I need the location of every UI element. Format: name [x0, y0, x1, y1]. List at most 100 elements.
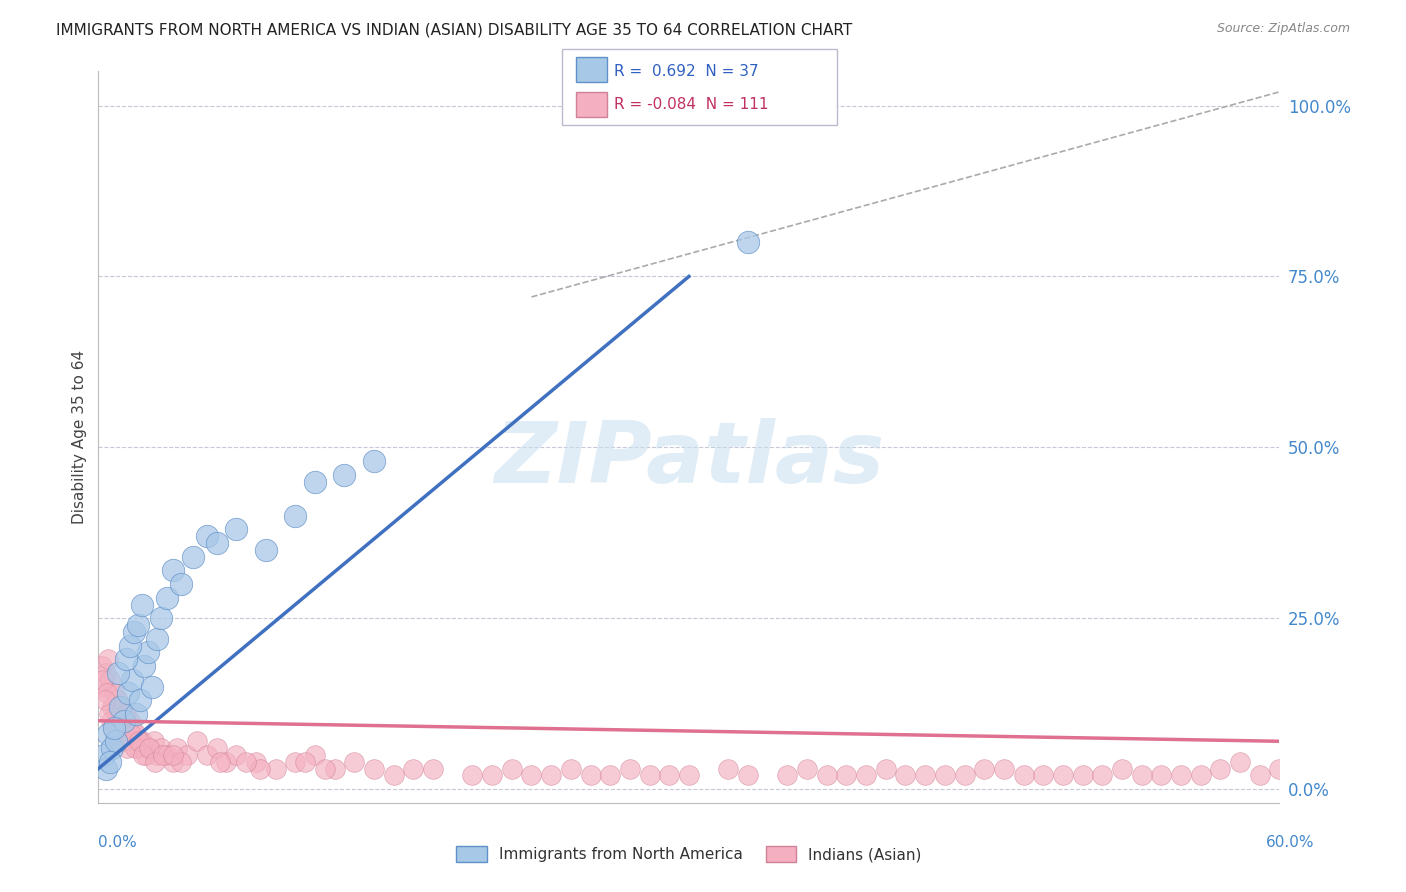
Point [131, 598, 153, 612]
Point [112, 721, 135, 735]
Point [737, 235, 759, 250]
Point [953, 768, 976, 782]
Point [103, 721, 125, 735]
Text: ZIPatlas: ZIPatlas [494, 417, 884, 500]
Point [97, 727, 120, 741]
Point [875, 762, 897, 776]
Point [105, 706, 128, 721]
Point [1150, 768, 1173, 782]
Point [1052, 768, 1074, 782]
Point [115, 741, 138, 756]
Point [501, 762, 523, 776]
Point [245, 755, 267, 769]
Point [120, 727, 142, 741]
Point [209, 755, 232, 769]
Point [138, 741, 160, 756]
Text: R = -0.084  N = 111: R = -0.084 N = 111 [614, 97, 769, 112]
Point [894, 768, 917, 782]
Point [284, 508, 307, 523]
Point [156, 591, 179, 605]
Point [264, 762, 287, 776]
Point [152, 747, 174, 762]
Point [1071, 768, 1094, 782]
Point [117, 686, 139, 700]
Point [93, 680, 115, 694]
Point [914, 768, 936, 782]
Point [143, 755, 166, 769]
Point [150, 741, 173, 756]
Point [249, 762, 271, 776]
Point [235, 755, 257, 769]
Point [1130, 768, 1153, 782]
Point [481, 768, 503, 782]
Point [111, 700, 134, 714]
Point [323, 762, 346, 776]
Point [215, 755, 238, 769]
Point [131, 734, 153, 748]
Point [815, 768, 838, 782]
Point [422, 762, 444, 776]
Point [101, 700, 124, 714]
Point [225, 747, 247, 762]
Point [98, 673, 121, 687]
Point [142, 734, 165, 748]
Point [150, 611, 173, 625]
Point [638, 768, 661, 782]
Point [103, 721, 125, 735]
Point [127, 741, 149, 756]
Point [108, 721, 131, 735]
Point [108, 714, 131, 728]
Point [520, 768, 543, 782]
Point [1189, 768, 1212, 782]
Point [304, 747, 326, 762]
Point [112, 734, 135, 748]
Point [205, 741, 228, 756]
Point [103, 686, 125, 700]
Point [1170, 768, 1192, 782]
Point [599, 768, 621, 782]
Point [314, 762, 336, 776]
Point [128, 693, 150, 707]
Point [146, 747, 169, 762]
Point [98, 706, 121, 721]
Point [156, 747, 179, 762]
Point [717, 762, 740, 776]
Point [170, 577, 193, 591]
Text: Source: ZipAtlas.com: Source: ZipAtlas.com [1216, 22, 1350, 36]
Point [105, 734, 128, 748]
Point [402, 762, 425, 776]
Point [181, 549, 204, 564]
Point [176, 747, 198, 762]
Point [115, 706, 138, 721]
Point [1091, 768, 1114, 782]
Text: IMMIGRANTS FROM NORTH AMERICA VS INDIAN (ASIAN) DISABILITY AGE 35 TO 64 CORRELAT: IMMIGRANTS FROM NORTH AMERICA VS INDIAN … [56, 22, 852, 37]
Point [461, 768, 484, 782]
Point [254, 542, 277, 557]
Point [1249, 768, 1271, 782]
Point [118, 714, 141, 728]
Point [122, 734, 145, 748]
Point [122, 624, 145, 639]
Point [104, 727, 127, 741]
Point [100, 714, 122, 728]
Legend: Immigrants from North America, Indians (Asian): Immigrants from North America, Indians (… [450, 840, 928, 868]
Text: 0.0%: 0.0% [98, 836, 138, 850]
Point [97, 652, 120, 666]
Point [855, 768, 877, 782]
Point [579, 768, 602, 782]
Point [382, 768, 405, 782]
Point [540, 768, 562, 782]
Point [162, 755, 184, 769]
Point [121, 721, 143, 735]
Point [294, 755, 316, 769]
Text: 60.0%: 60.0% [1267, 836, 1315, 850]
Point [124, 741, 146, 756]
Point [1012, 768, 1035, 782]
Point [776, 768, 799, 782]
Point [1209, 762, 1232, 776]
Point [101, 741, 124, 756]
Point [796, 762, 818, 776]
Point [166, 741, 188, 756]
Point [141, 680, 163, 694]
Point [96, 762, 118, 776]
